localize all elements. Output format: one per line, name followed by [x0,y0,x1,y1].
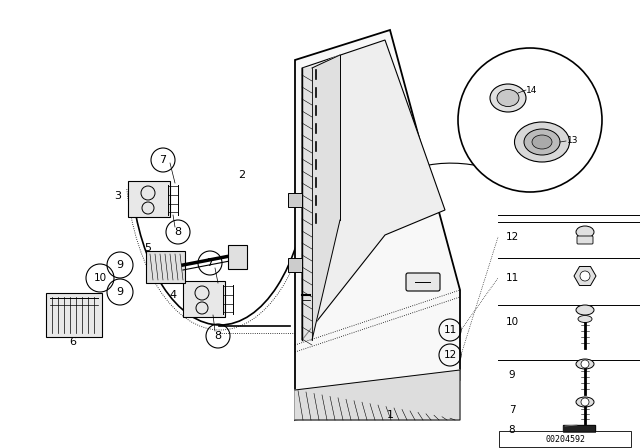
FancyBboxPatch shape [577,236,593,244]
FancyBboxPatch shape [228,245,247,269]
Polygon shape [295,370,460,420]
Text: 9: 9 [116,287,124,297]
Text: 6: 6 [70,337,77,347]
Ellipse shape [532,135,552,149]
Ellipse shape [578,315,592,323]
Polygon shape [563,425,595,432]
Text: 5: 5 [145,243,152,253]
Text: 10: 10 [93,273,107,283]
Ellipse shape [497,90,519,107]
Circle shape [580,271,590,281]
FancyBboxPatch shape [288,258,302,272]
Text: 11: 11 [506,273,518,283]
FancyBboxPatch shape [406,273,440,291]
Text: 9: 9 [509,370,515,380]
Text: 2: 2 [239,170,246,180]
Polygon shape [302,68,312,340]
Text: 7: 7 [509,405,515,415]
FancyBboxPatch shape [128,181,170,217]
Text: 00204592: 00204592 [545,435,585,444]
Text: 8: 8 [509,425,515,435]
Circle shape [581,360,589,368]
Text: 8: 8 [214,331,221,341]
Polygon shape [302,40,445,340]
Ellipse shape [490,84,526,112]
Text: 7: 7 [159,155,166,165]
Text: 12: 12 [506,232,518,242]
Text: 14: 14 [526,86,538,95]
Circle shape [458,48,602,192]
FancyBboxPatch shape [146,251,185,283]
Text: 7: 7 [207,258,214,268]
Text: 12: 12 [444,350,456,360]
FancyBboxPatch shape [183,281,225,317]
FancyBboxPatch shape [288,193,302,207]
Text: 11: 11 [444,325,456,335]
FancyBboxPatch shape [499,431,631,447]
Ellipse shape [576,305,594,315]
Text: 10: 10 [506,317,518,327]
Text: 1: 1 [387,410,394,420]
Text: 4: 4 [170,290,177,300]
Text: 9: 9 [116,260,124,270]
Polygon shape [312,55,340,340]
Circle shape [581,398,589,406]
Ellipse shape [524,129,560,155]
Ellipse shape [515,122,570,162]
Text: 8: 8 [175,227,182,237]
Polygon shape [295,30,460,420]
Text: 3: 3 [115,191,122,201]
Ellipse shape [576,359,594,369]
Ellipse shape [576,397,594,407]
Ellipse shape [576,226,594,238]
FancyBboxPatch shape [46,293,102,337]
Text: 13: 13 [567,135,579,145]
